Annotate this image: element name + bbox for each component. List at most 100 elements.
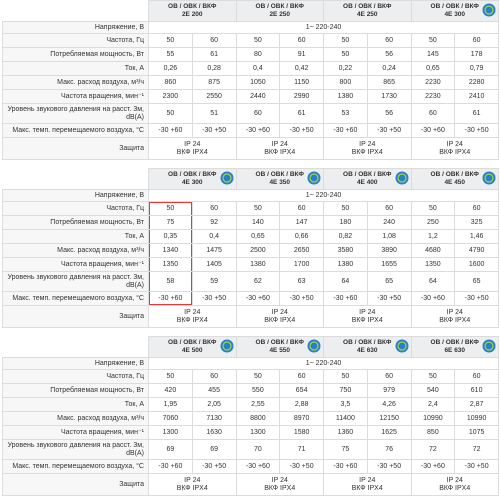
value-cell: 61 bbox=[191, 47, 237, 62]
value-cell: 69 bbox=[148, 439, 193, 460]
model-size: 4E 300 bbox=[444, 11, 466, 18]
value-cell: 60 bbox=[235, 103, 281, 124]
value-cell: -30 +50 bbox=[454, 459, 499, 474]
value-cell: 2,87 bbox=[454, 397, 499, 412]
corner bbox=[2, 168, 149, 190]
model-size: 4E 500 bbox=[181, 347, 203, 354]
row-label: Ток, А bbox=[2, 61, 149, 76]
value-cell: 1,08 bbox=[366, 229, 412, 244]
value-line: IP 24 bbox=[359, 308, 376, 316]
value-cell: 2300 bbox=[148, 89, 193, 104]
value-cell: 455 bbox=[191, 383, 237, 398]
value-cell: 1380 bbox=[323, 89, 368, 104]
value-line: IP 24 bbox=[359, 476, 376, 484]
row-label: Частота вращения, мин⁻¹ bbox=[2, 89, 149, 104]
value-cell: 865 bbox=[366, 75, 412, 90]
value-cell: 1,2 bbox=[410, 229, 456, 244]
row-label: Защита bbox=[2, 137, 149, 160]
row-label: Потребляемая мощность, Вт bbox=[2, 215, 149, 230]
value-cell: 60 bbox=[366, 33, 412, 48]
spec-row: Уровень звукового давления на расст. 3м,… bbox=[2, 271, 499, 292]
value-cell: -30 +60 bbox=[148, 459, 193, 474]
value-cell: 56 bbox=[366, 47, 412, 62]
spec-row: Ток, А 1,95 2,05 2,55 2,88 3,5 4,26 2,4 2,87 bbox=[2, 397, 499, 412]
value-cell: 325 bbox=[454, 215, 499, 230]
spec-table: ОВ / ОВК / ВКФ 4E 300 ОВ / ОВК / ВКФ 4E 350… bbox=[2, 168, 499, 328]
value-cell: 76 bbox=[366, 439, 412, 460]
value-line: IP 24 bbox=[271, 308, 288, 316]
value-line: IP 24 bbox=[184, 308, 201, 316]
row-label: Частота, Гц bbox=[2, 369, 149, 384]
value-cell: 7130 bbox=[191, 411, 237, 426]
value-cell: 70 bbox=[235, 439, 281, 460]
spec-row: Макс. расход воздуха, м³/ч 1340 1475 2500 26… bbox=[2, 243, 499, 258]
value-cell: -30 +50 bbox=[191, 459, 237, 474]
value-cell: 875 bbox=[191, 75, 237, 90]
value-cell: 8800 bbox=[235, 411, 281, 426]
value-cell: -30 +50 bbox=[454, 291, 499, 306]
value-cell: 750 bbox=[323, 383, 368, 398]
row-label: Защита bbox=[2, 473, 149, 496]
row-label: Частота, Гц bbox=[2, 33, 149, 48]
row-label: Ток, А bbox=[2, 229, 149, 244]
value-cell: 1380 bbox=[235, 257, 281, 272]
spec-row: Ток, А 0,35 0,4 0,65 0,66 0,82 1,08 1,2 1,46 bbox=[2, 229, 499, 244]
value-cell: -30 +60 bbox=[235, 459, 281, 474]
value-cell: 61 bbox=[454, 103, 499, 124]
value-cell: 10990 bbox=[410, 411, 456, 426]
value-cell: 60 bbox=[191, 201, 237, 216]
value-cell: 1600 bbox=[454, 257, 499, 272]
spec-row: Макс. расход воздуха, м³/ч 7060 7130 8800 89… bbox=[2, 411, 499, 426]
header-row: ОВ / ОВК / ВКФ 2E 200 ОВ / ОВК / ВКФ 2E 250… bbox=[2, 0, 499, 22]
value-cell: 2500 bbox=[235, 243, 281, 258]
spec-row: Уровень звукового давления на расст. 3м,… bbox=[2, 439, 499, 460]
row-label: Уровень звукового давления на расст. 3м,… bbox=[2, 439, 149, 460]
row-label: Частота вращения, мин⁻¹ bbox=[2, 257, 149, 272]
spec-row: Частота, Гц 50 60 50 60 50 60 50 60 bbox=[2, 201, 499, 216]
value-line: ВКФ IPX4 bbox=[351, 148, 383, 156]
value-cell: 75 bbox=[148, 215, 193, 230]
value-cell: -30 +50 bbox=[366, 459, 412, 474]
value-cell: -30 +60 bbox=[410, 123, 456, 138]
value-line: ВКФ IPX4 bbox=[351, 484, 383, 492]
value-cell: -30 +50 bbox=[366, 291, 412, 306]
value-cell: 2990 bbox=[279, 89, 324, 104]
value-cell: 62 bbox=[235, 271, 281, 292]
value-cell: 1075 bbox=[454, 425, 499, 440]
row-label: Макс. расход воздуха, м³/ч bbox=[2, 75, 149, 90]
logo bbox=[482, 339, 496, 353]
spec-row: Макс. темп. перемещаемого воздуха, °С -30… bbox=[2, 459, 499, 474]
model-size: 4E 250 bbox=[356, 11, 378, 18]
model-series: ОВ / ОВК / ВКФ bbox=[430, 339, 479, 346]
value-cell: 0,26 bbox=[148, 61, 193, 76]
value-cell: 2,55 bbox=[235, 397, 281, 412]
value-cell: 2280 bbox=[454, 75, 499, 90]
value-cell: 80 bbox=[235, 47, 281, 62]
value-line: IP 24 bbox=[446, 308, 463, 316]
model-series: ОВ / ОВК / ВКФ bbox=[343, 171, 392, 178]
value-cell: 50 bbox=[323, 369, 368, 384]
value-cell: 180 bbox=[323, 215, 368, 230]
model-series: ОВ / ОВК / ВКФ bbox=[255, 3, 304, 10]
spec-row: Защита IP 24 ВКФ IPX4 IP 24 ВКФ IPX4 IP 24 ВКФ… bbox=[2, 137, 499, 160]
value-cell: 60 bbox=[366, 369, 412, 384]
value-cell: 60 bbox=[191, 369, 237, 384]
value-line: ВКФ IPX4 bbox=[439, 484, 471, 492]
value-cell: 250 bbox=[410, 215, 456, 230]
model-header: ОВ / ОВК / ВКФ 4E 350 bbox=[235, 168, 324, 190]
value-line: IP 24 bbox=[359, 140, 376, 148]
value-cell: 55 bbox=[148, 47, 193, 62]
value-cell: 61 bbox=[279, 103, 324, 124]
value-cell: 0,4 bbox=[235, 61, 281, 76]
value-cell: 860 bbox=[148, 75, 193, 90]
value-line: IP 24 bbox=[184, 476, 201, 484]
value-line: ВКФ IPX4 bbox=[264, 484, 296, 492]
model-size: 4E 400 bbox=[356, 179, 378, 186]
model-series: ОВ / ОВК / ВКФ bbox=[430, 171, 479, 178]
row-label: Макс. расход воздуха, м³/ч bbox=[2, 411, 149, 426]
row-label: Ток, А bbox=[2, 397, 149, 412]
model-header: ОВ / ОВК / ВКФ 4E 550 bbox=[235, 336, 324, 358]
model-series: ОВ / ОВК / ВКФ bbox=[168, 171, 217, 178]
value-cell: IP 24 ВКФ IPX4 bbox=[323, 305, 412, 328]
